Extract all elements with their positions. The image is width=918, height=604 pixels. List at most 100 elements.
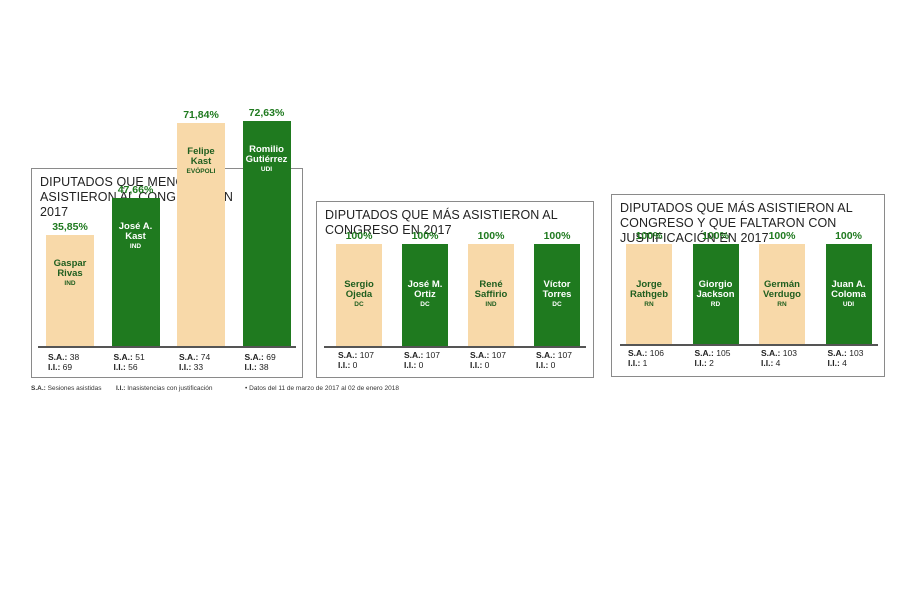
bar-name-line: Jackson	[696, 289, 735, 300]
stat-sessions: S.A.: 103	[828, 348, 864, 358]
footer-ij-text: Inasistencias con justificación	[127, 385, 213, 392]
stat-sessions-value: 103	[782, 348, 797, 358]
chart-baseline	[38, 346, 296, 348]
bar-name-line: Víctor	[543, 279, 571, 290]
bar-name-label: Víctor Torres	[534, 280, 580, 300]
footer-sa-abbr: S.A.:	[31, 385, 46, 392]
bar-name-line: Verdugo	[762, 289, 801, 300]
stat-sessions-abbr: S.A.:	[338, 350, 360, 360]
stat-justified-value: 2	[709, 358, 714, 368]
stat-justified-abbr: I.I.:	[694, 358, 710, 368]
stat-justified-abbr: I.I.:	[244, 362, 260, 372]
bar-name-label: Jorge Rathgeb	[626, 280, 672, 300]
stat-justified-value: 69	[62, 362, 73, 372]
bar-name-line: Ojeda	[345, 289, 373, 300]
bar-party-label: IND	[485, 301, 497, 308]
bar-value-label: 72,63%	[248, 106, 285, 119]
stat-sessions: S.A.: 74	[179, 352, 210, 362]
stat-sessions-abbr: S.A.:	[113, 352, 136, 362]
stat-sessions-abbr: S.A.:	[628, 348, 650, 358]
bar-name-line: Jorge	[636, 279, 662, 290]
bar: René Saffirio IND	[468, 244, 514, 346]
bar-name-line: Juan A.	[831, 279, 866, 290]
footer-ij-abbr: I.I.:	[116, 385, 126, 392]
bar-value-label: 100%	[345, 230, 373, 242]
bar-name-line: Giorgio	[698, 279, 733, 290]
stat-sessions-abbr: S.A.:	[694, 348, 717, 358]
stat-sessions-abbr: S.A.:	[761, 348, 783, 358]
stat-justified-absences: I.I.: 0	[338, 360, 357, 370]
stat-justified-absences: I.I.: 38	[245, 362, 269, 372]
stat-justified-absences: I.I.: 1	[628, 358, 647, 368]
bar-party-label: IND	[64, 279, 76, 287]
bar-name-line: Gaspar	[53, 257, 87, 269]
chart-baseline	[324, 346, 586, 348]
bar: Jorge Rathgeb RN	[626, 244, 672, 344]
stat-justified-abbr: I.I.:	[113, 362, 129, 372]
bar-name-label: René Saffirio	[468, 280, 514, 300]
stat-justified-abbr: I.I.:	[827, 358, 843, 368]
stat-sessions-abbr: S.A.:	[48, 352, 70, 362]
stat-justified-value: 4	[775, 358, 781, 368]
bar-value-label: 100%	[635, 230, 663, 242]
bar-name-line: Torres	[542, 289, 572, 300]
stat-justified-value: 56	[128, 362, 138, 372]
footer-sa-text: Sesiones asistidas	[47, 385, 102, 392]
bar-value-label: 100%	[702, 230, 729, 242]
bar-party-label: IND	[129, 243, 142, 251]
stat-justified-absences: I.I.: 4	[761, 358, 780, 368]
bar-name-line: Coloma	[831, 289, 866, 300]
bar-name-line: Rivas	[57, 267, 83, 279]
stat-justified-absences: I.I.: 0	[536, 360, 555, 370]
bar-name-line: Felipe	[187, 146, 215, 158]
stat-sessions: S.A.: 106	[628, 348, 664, 358]
bar-value-label: 100%	[543, 230, 571, 242]
bar-value-label: 35,85%	[52, 220, 88, 233]
stat-sessions-abbr: S.A.:	[404, 350, 426, 360]
bar-party-label: DC	[420, 301, 430, 308]
stat-justified-value: 0	[550, 360, 556, 370]
bar-name-label: Felipe Kast	[177, 147, 225, 167]
stat-sessions-value: 103	[849, 348, 864, 358]
bar-party-label: RD	[710, 301, 721, 308]
bar-name-label: Giorgio Jackson	[693, 280, 739, 300]
chart-baseline	[620, 344, 878, 346]
stat-sessions-abbr: S.A.:	[536, 350, 558, 360]
stat-justified-abbr: I.I.:	[179, 362, 194, 372]
bar: Germán Verdugo RN	[759, 244, 805, 344]
stat-justified-value: 38	[259, 362, 269, 372]
bar-value-label: 47,66%	[117, 184, 154, 197]
stat-justified-absences: I.I.: 2	[695, 358, 714, 368]
stat-justified-value: 0	[484, 360, 490, 370]
stat-justified-value: 1	[642, 358, 648, 368]
bar-party-label: RN	[644, 301, 654, 308]
bar-value-label: 100%	[835, 230, 862, 242]
stat-justified-abbr: I.I.:	[48, 362, 63, 372]
stat-justified-value: 33	[193, 362, 204, 372]
bar-name-label: Juan A. Coloma	[826, 280, 872, 300]
bar-name-line: Gutiérrez	[245, 153, 288, 165]
bar: Romilio Gutiérrez UDI	[242, 120, 291, 346]
stat-sessions: S.A.: 105	[695, 348, 731, 358]
stat-sessions-abbr: S.A.:	[179, 352, 201, 362]
stat-sessions-value: 107	[359, 350, 374, 360]
stat-justified-value: 4	[842, 358, 847, 368]
stat-justified-abbr: I.I.:	[470, 360, 485, 370]
stat-justified-abbr: I.I.:	[628, 358, 643, 368]
bar: Juan A. Coloma UDI	[825, 244, 872, 344]
bar-name-line: Germán	[764, 279, 800, 290]
stat-justified-abbr: I.I.:	[761, 358, 776, 368]
stat-sessions-value: 105	[716, 348, 731, 358]
panel-title: DIPUTADOS QUE MÁS ASISTIERON AL CONGRESO…	[325, 208, 558, 237]
stat-justified-value: 0	[352, 360, 358, 370]
stat-sessions-value: 51	[135, 352, 145, 362]
stat-sessions-abbr: S.A.:	[470, 350, 492, 360]
bar-name-line: Ortiz	[414, 289, 436, 300]
stat-justified-absences: I.I.: 4	[828, 358, 847, 368]
bar-name-line: René	[479, 279, 503, 290]
stat-sessions-value: 107	[557, 350, 572, 360]
bar-name-label: Romilio Gutiérrez	[243, 144, 291, 165]
stat-sessions: S.A.: 51	[114, 352, 145, 362]
bar-value-label: 71,84%	[183, 109, 219, 122]
bar-value-label: 100%	[477, 230, 505, 242]
